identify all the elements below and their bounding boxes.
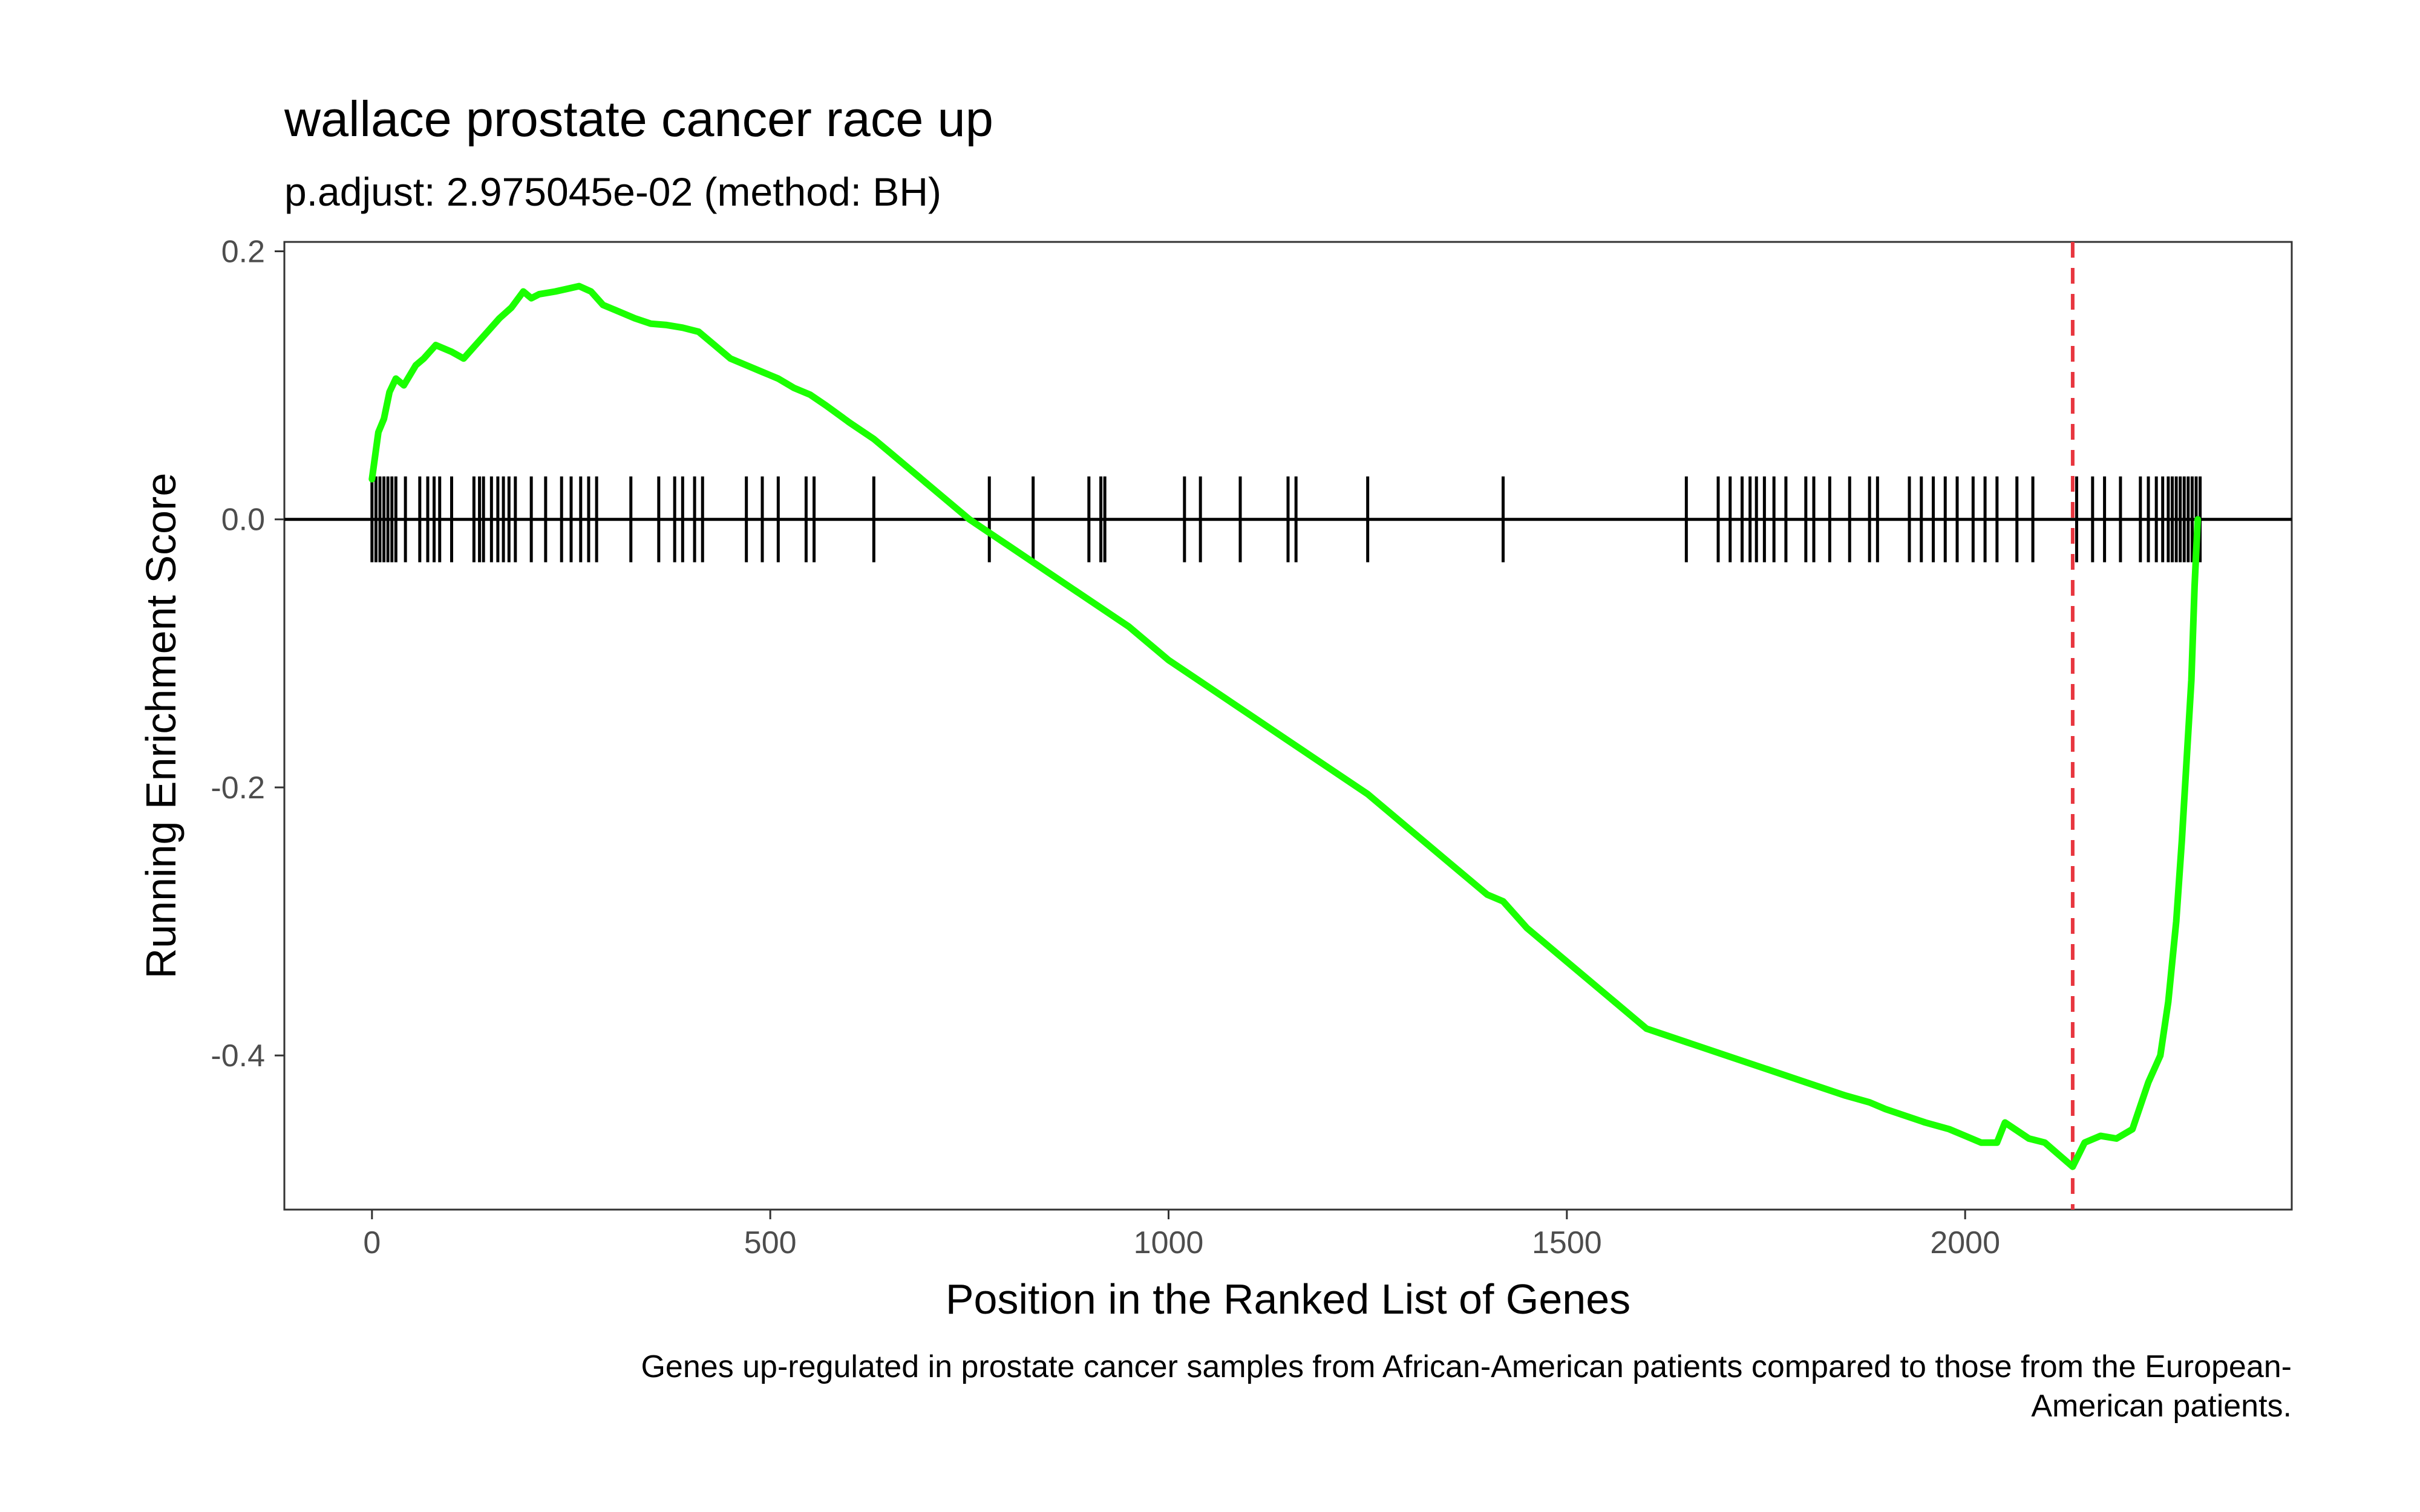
- x-tick-label: 0: [363, 1225, 381, 1260]
- x-tick-label: 1500: [1532, 1225, 1602, 1260]
- x-tick-label: 2000: [1930, 1225, 2000, 1260]
- y-tick-label: 0.2: [221, 235, 265, 270]
- chart-title: wallace prostate cancer race up: [284, 91, 993, 147]
- x-tick-label: 500: [744, 1225, 797, 1260]
- series-layer: [368, 282, 2202, 1170]
- y-axis-title: Running Enrichment Score: [137, 473, 185, 979]
- chart-subtitle: p.adjust: 2.975045e-02 (method: BH): [284, 169, 941, 214]
- x-tick-label: 1000: [1134, 1225, 1204, 1260]
- y-tick-label: -0.4: [211, 1038, 265, 1074]
- x-axis-title: Position in the Ranked List of Genes: [946, 1276, 1630, 1323]
- y-tick-label: -0.2: [211, 771, 265, 806]
- caption-line-1: Genes up-regulated in prostate cancer sa…: [641, 1349, 2292, 1384]
- caption-line-2: American patients.: [2031, 1389, 2292, 1424]
- running-enrichment-score-line: [368, 282, 2202, 1170]
- y-tick-label: 0.0: [221, 503, 265, 538]
- plot-panel: [283, 241, 2293, 1211]
- x-axis: 0 500 1000 1500 2000: [363, 1210, 2000, 1260]
- y-axis: 0.2 0.0 -0.2 -0.4: [211, 235, 284, 1074]
